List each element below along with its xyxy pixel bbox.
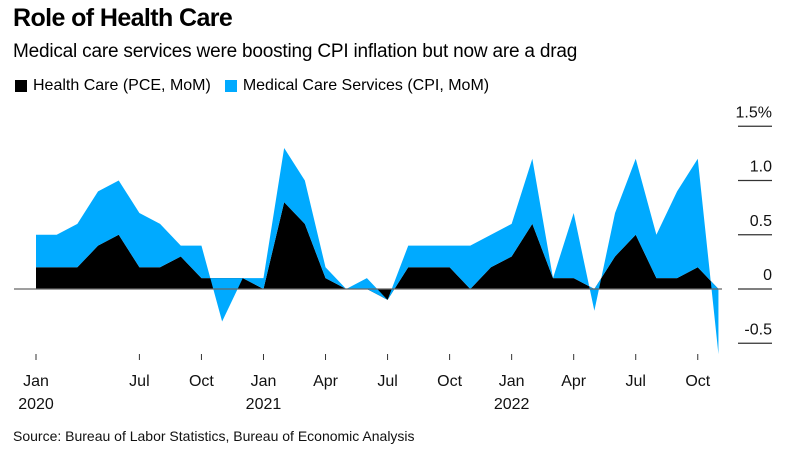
x-tick-label: Jul [377, 373, 397, 390]
x-tick-year-label: 2021 [246, 396, 282, 413]
x-tick-label: Jan [251, 373, 277, 390]
legend: Health Care (PCE, MoM) Medical Care Serv… [15, 77, 503, 95]
legend-swatch-cpi [224, 80, 237, 92]
x-tick-label: Apr [313, 373, 339, 390]
x-tick-label: Apr [561, 373, 587, 390]
y-tick-label: 1.5% [736, 104, 772, 121]
y-tick-label: 0 [763, 267, 772, 284]
source-note: Source: Bureau of Labor Statistics, Bure… [13, 428, 415, 444]
x-tick-year-label: 2022 [494, 396, 530, 413]
legend-swatch-pce [15, 80, 27, 92]
x-tick-label: Oct [685, 373, 710, 390]
y-tick-label: 0.5 [750, 213, 772, 230]
x-tick-label: Jul [625, 373, 645, 390]
legend-item-cpi: Medical Care Services (CPI, MoM) [224, 77, 490, 95]
legend-label-cpi: Medical Care Services (CPI, MoM) [242, 77, 490, 94]
x-tick-label: Oct [437, 373, 462, 390]
legend-item-pce: Health Care (PCE, MoM) [15, 77, 211, 95]
x-tick-label: Jul [129, 373, 149, 390]
chart-title: Role of Health Care [13, 4, 233, 32]
area-medical-care-services-cpi [36, 147, 719, 355]
x-tick-year-label: 2020 [18, 396, 54, 413]
y-tick-label: -0.5 [744, 321, 772, 338]
x-tick-label: Jan [23, 373, 49, 390]
chart-subtitle: Medical care services were boosting CPI … [13, 41, 578, 62]
area-health-care-pce [36, 202, 719, 300]
x-tick-label: Oct [189, 373, 214, 390]
legend-label-pce: Health Care (PCE, MoM) [33, 77, 211, 94]
y-tick-label: 1.0 [750, 159, 772, 176]
x-tick-label: Jan [499, 373, 525, 390]
